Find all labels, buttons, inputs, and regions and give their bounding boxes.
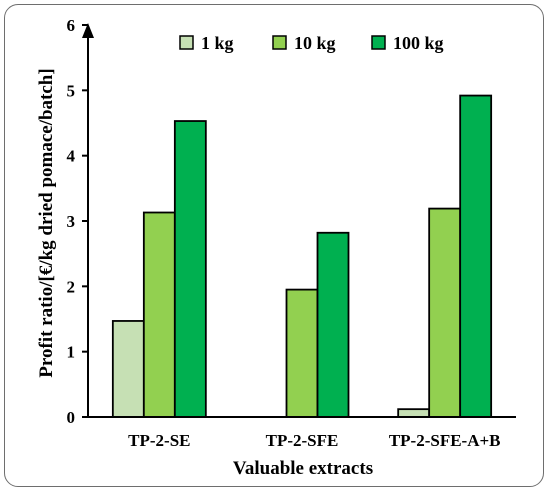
y-tick-labels: 0 1 2 3 4 5 6 <box>67 16 76 427</box>
y-axis-arrowhead <box>82 23 94 38</box>
bar-100kg-3 <box>459 94 493 418</box>
y-tick-label: 1 <box>67 343 76 362</box>
legend-swatch-1kg <box>179 35 194 50</box>
legend: 1 kg 10 kg 100 kg <box>179 33 444 53</box>
legend-swatch-10kg <box>272 35 287 50</box>
y-tick-label: 2 <box>67 277 76 296</box>
x-tick-labels: TP-2-SE TP-2-SFE TP-2-SFE-A+B <box>128 431 500 450</box>
x-axis-label: Valuable extracts <box>233 458 373 479</box>
bar-10kg-2 <box>285 288 319 418</box>
bar-100kg-2 <box>316 231 350 418</box>
legend-label-100kg: 100 kg <box>393 33 444 53</box>
bar-10kg-3 <box>428 207 462 418</box>
x-tick-label: TP-2-SFE <box>266 431 339 450</box>
x-tick-label: TP-2-SE <box>128 431 190 450</box>
legend-swatch-100kg <box>371 35 386 50</box>
y-tick-label: 3 <box>67 212 76 231</box>
axes-group <box>82 23 516 418</box>
bars-group <box>111 94 493 418</box>
bar-1kg-1 <box>111 320 145 418</box>
bar-100kg-1 <box>173 120 207 418</box>
y-tick-label: 5 <box>67 81 76 100</box>
legend-label-10kg: 10 kg <box>294 33 336 53</box>
y-tick-label: 4 <box>67 147 76 166</box>
y-axis-label: Profit ratio/[€/kg dried pomace/batch] <box>36 68 57 377</box>
y-tick-label: 6 <box>67 16 76 35</box>
x-tick-label: TP-2-SFE-A+B <box>389 431 501 450</box>
bar-1kg-3 <box>397 408 431 418</box>
y-tick-label: 0 <box>67 408 76 427</box>
chart-frame <box>4 4 544 487</box>
legend-label-1kg: 1 kg <box>201 33 234 53</box>
bar-10kg-1 <box>142 211 176 418</box>
